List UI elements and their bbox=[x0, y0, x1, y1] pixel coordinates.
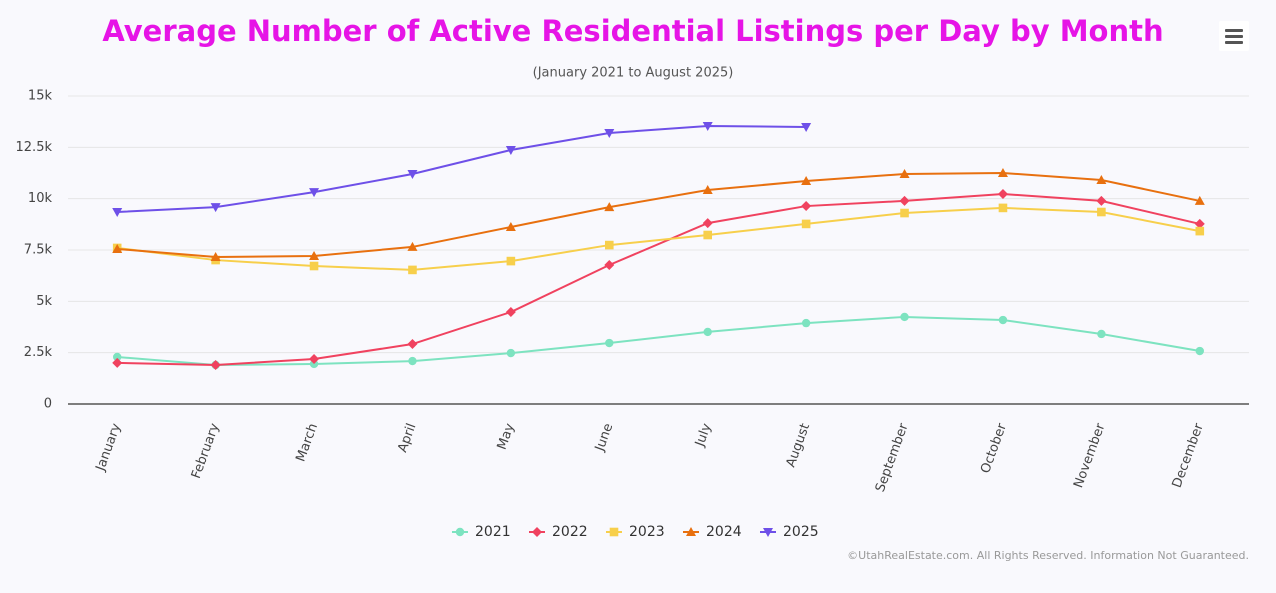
marker bbox=[1195, 226, 1205, 236]
marker bbox=[309, 250, 320, 260]
marker bbox=[1097, 207, 1106, 217]
marker bbox=[506, 256, 516, 266]
marker bbox=[801, 176, 812, 186]
y-tick-label: 12.5k bbox=[16, 140, 53, 155]
y-tick-label: 5k bbox=[36, 294, 52, 309]
legend-item: 2025 bbox=[760, 524, 819, 540]
marker bbox=[997, 188, 1008, 199]
marker bbox=[763, 528, 773, 537]
marker bbox=[997, 168, 1008, 177]
y-tick-label: 0 bbox=[44, 397, 52, 412]
legend-item: 2021 bbox=[452, 524, 511, 540]
marker bbox=[605, 338, 614, 348]
marker bbox=[1096, 174, 1107, 184]
y-tick-label: 2.5k bbox=[24, 345, 53, 360]
marker bbox=[113, 352, 122, 362]
series-line bbox=[117, 315, 1200, 366]
marker bbox=[609, 527, 619, 537]
marker bbox=[210, 251, 221, 261]
marker bbox=[407, 339, 418, 350]
marker bbox=[899, 195, 910, 206]
marker bbox=[703, 327, 712, 337]
y-tick-label: 15k bbox=[28, 89, 53, 104]
marker bbox=[604, 240, 614, 250]
marker bbox=[604, 202, 615, 212]
marker bbox=[702, 185, 713, 195]
marker bbox=[112, 243, 123, 253]
marker bbox=[1195, 346, 1204, 356]
legend-label: 2023 bbox=[629, 524, 665, 540]
marker bbox=[112, 208, 123, 218]
series-line bbox=[117, 124, 807, 214]
legend-label: 2022 bbox=[552, 524, 588, 540]
marker bbox=[112, 357, 123, 368]
marker bbox=[1194, 218, 1205, 229]
marker bbox=[210, 359, 221, 370]
y-tick-label: 10k bbox=[28, 191, 53, 206]
legend-item: 2023 bbox=[606, 524, 665, 540]
legend-item: 2024 bbox=[683, 524, 742, 540]
marker bbox=[532, 527, 542, 537]
marker bbox=[899, 169, 910, 179]
chart-subtitle: (January 2021 to August 2025) bbox=[533, 66, 734, 81]
marker bbox=[309, 354, 320, 365]
marker bbox=[408, 265, 417, 275]
series-line bbox=[117, 171, 1200, 258]
marker bbox=[1097, 329, 1106, 339]
marker bbox=[505, 222, 516, 232]
marker bbox=[505, 307, 516, 318]
legend-label: 2024 bbox=[706, 524, 742, 540]
marker bbox=[506, 348, 516, 358]
marker bbox=[408, 356, 417, 366]
menu-button[interactable] bbox=[1219, 21, 1249, 51]
marker bbox=[1194, 195, 1205, 205]
legend-label: 2021 bbox=[475, 524, 511, 540]
marker bbox=[801, 219, 811, 229]
marker bbox=[900, 208, 909, 218]
legend-label: 2025 bbox=[783, 524, 819, 540]
marker bbox=[210, 203, 221, 213]
marker bbox=[998, 315, 1008, 325]
marker bbox=[604, 128, 615, 138]
marker bbox=[1096, 195, 1107, 206]
series-line bbox=[117, 206, 1200, 271]
marker bbox=[309, 188, 320, 198]
credits: ©UtahRealEstate.com. All Rights Reserved… bbox=[847, 549, 1249, 562]
marker bbox=[801, 318, 811, 328]
marker bbox=[998, 203, 1008, 213]
legend-item: 2022 bbox=[529, 524, 588, 540]
marker bbox=[455, 527, 465, 537]
marker bbox=[702, 218, 713, 229]
marker bbox=[686, 527, 696, 536]
marker bbox=[604, 259, 615, 270]
marker bbox=[407, 241, 418, 251]
marker bbox=[703, 230, 713, 240]
chart-title: Average Number of Active Residential Lis… bbox=[102, 14, 1163, 48]
marker bbox=[801, 123, 812, 133]
marker bbox=[407, 170, 418, 180]
series-line bbox=[117, 192, 1201, 366]
marker bbox=[900, 312, 909, 322]
marker bbox=[505, 146, 516, 156]
marker bbox=[702, 121, 713, 131]
y-tick-label: 7.5k bbox=[24, 243, 53, 258]
marker bbox=[309, 261, 319, 271]
marker bbox=[801, 201, 812, 212]
